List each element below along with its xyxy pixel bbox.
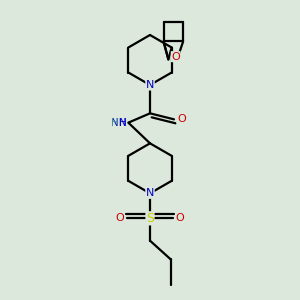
Text: O: O (176, 213, 184, 223)
Text: O: O (177, 114, 186, 124)
Text: O: O (116, 213, 124, 223)
Text: S: S (146, 212, 154, 225)
Text: N: N (119, 118, 127, 128)
Text: N: N (146, 188, 154, 198)
Text: NH: NH (111, 118, 127, 128)
Text: O: O (171, 52, 180, 62)
Text: N: N (146, 80, 154, 90)
Text: H: H (111, 118, 119, 128)
